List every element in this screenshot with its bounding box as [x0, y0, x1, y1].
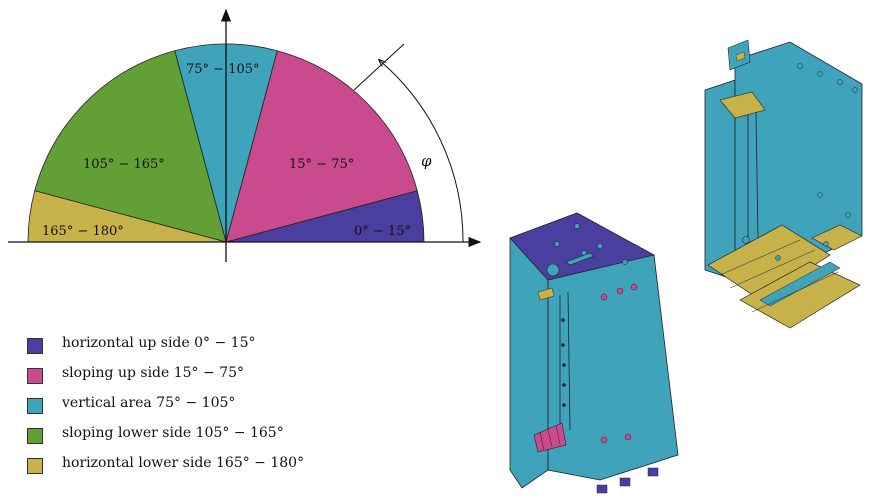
legend-swatch	[27, 458, 43, 474]
angle-semicircle	[27, 43, 425, 244]
sector-sloping-up	[225, 50, 418, 243]
phi-symbol: φ	[421, 152, 432, 170]
phi-reference-line	[353, 43, 405, 91]
sector-label-horizontal-lower: 165° − 180°	[42, 224, 124, 239]
machined-part-back	[704, 39, 863, 329]
sector-label-vertical: 75° − 105°	[186, 62, 260, 77]
legend-swatch	[27, 428, 43, 444]
legend-swatch	[27, 338, 43, 354]
phi-arc	[379, 60, 464, 243]
sector-label-horizontal-up: 0° − 15°	[354, 224, 411, 239]
legend-swatch	[27, 368, 43, 384]
legend-label: sloping up side 15° − 75°	[62, 365, 245, 381]
machined-part-front	[509, 212, 679, 494]
legend-label: vertical area 75° − 105°	[62, 395, 236, 411]
sector-label-sloping-up: 15° − 75°	[289, 157, 354, 172]
legend-label: horizontal lower side 165° − 180°	[62, 455, 305, 471]
legend-label: horizontal up side 0° − 15°	[62, 335, 256, 351]
sector-label-sloping-lower: 105° − 165°	[83, 157, 165, 172]
legend-swatch	[27, 398, 43, 414]
legend-label: sloping lower side 105° − 165°	[62, 425, 284, 441]
sector-sloping-lower	[34, 50, 227, 243]
